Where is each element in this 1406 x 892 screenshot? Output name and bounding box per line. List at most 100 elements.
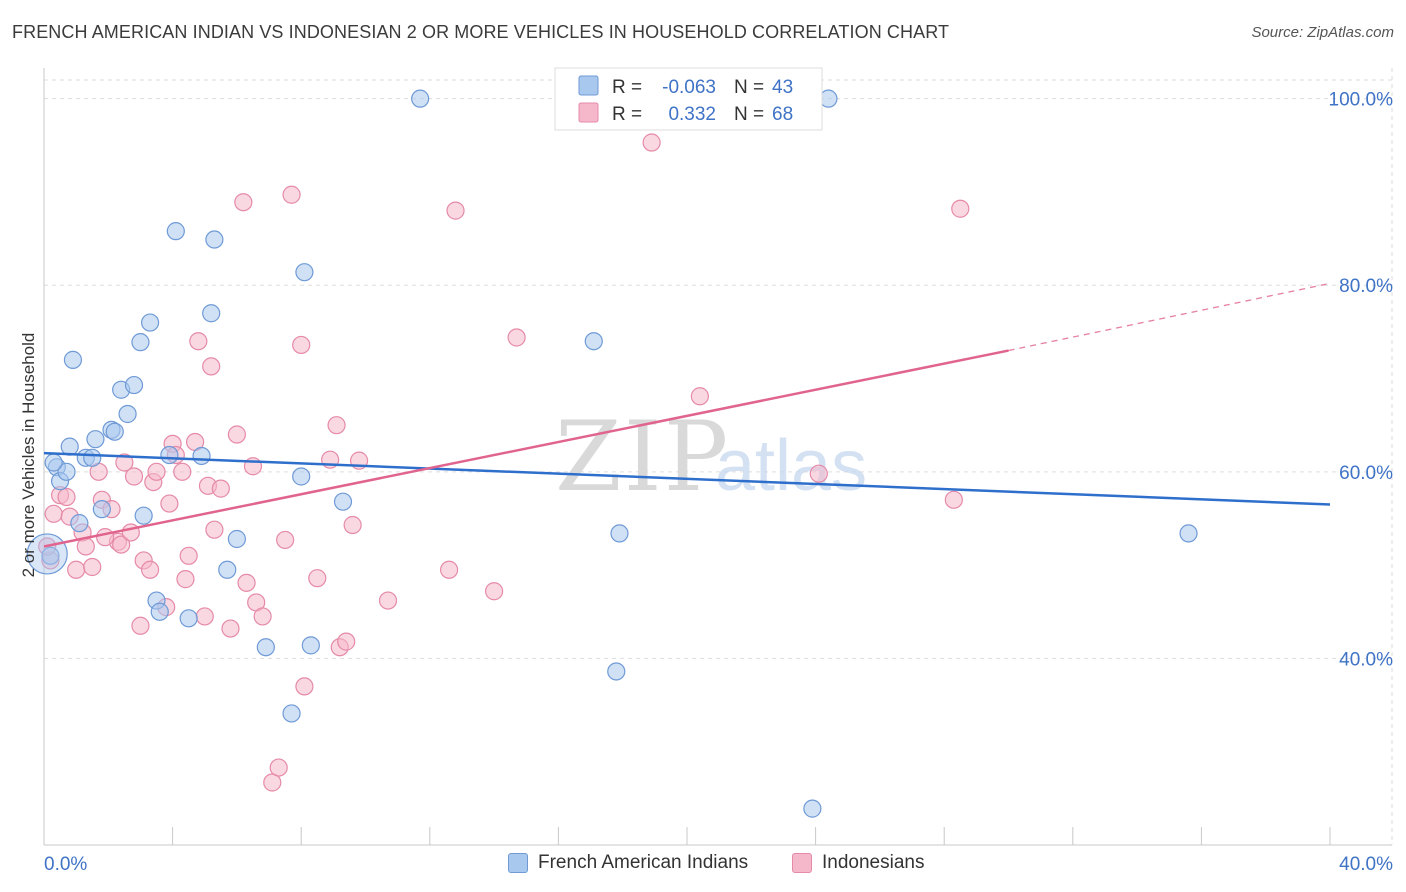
indonesians-point-46 (282, 185, 301, 204)
legend-r-label-pink: R = (612, 104, 642, 125)
y-axis-title: 2 or more Vehicles in Household (19, 333, 38, 578)
watermark-zip: ZIP (555, 401, 730, 513)
french-american-indians-point-33 (301, 636, 320, 655)
indonesians-point-49 (308, 569, 327, 588)
french-american-indians-point-36 (584, 332, 603, 351)
source-label: Source: ZipAtlas.com (1251, 24, 1394, 41)
indonesians-point-54 (343, 515, 362, 535)
french-american-indians-point-12 (105, 422, 124, 441)
trend-line-french-american-indians (43, 451, 1331, 506)
indonesians-point-45 (276, 530, 295, 550)
indonesians-point-38 (234, 193, 253, 212)
legend-n-label-pink: N = (734, 104, 764, 125)
indonesians-point-63 (809, 464, 828, 483)
x-tick-label-1: 40.0% (1339, 854, 1393, 875)
french-american-indians-point-9 (86, 430, 105, 449)
indonesians-point-14 (115, 453, 134, 472)
chart-title: FRENCH AMERICAN INDIAN VS INDONESIAN 2 O… (12, 22, 950, 42)
indonesians-point-61 (642, 133, 661, 152)
indonesians-point-21 (147, 462, 166, 481)
indonesians-point-37 (227, 425, 246, 444)
indonesians-point-64 (944, 490, 963, 509)
french-american-indians-point-28 (227, 529, 246, 549)
indonesians-point-47 (292, 335, 311, 355)
legend-label-french-american-indians: French American Indians (538, 852, 749, 873)
french-american-indians-point-32 (295, 263, 314, 282)
french-american-indians-point-25 (202, 304, 221, 323)
indonesians-point-27 (176, 570, 195, 589)
indonesians-point-65 (951, 199, 970, 218)
y-tick-label-1: 60.0% (1339, 463, 1393, 484)
indonesians-point-56 (378, 591, 398, 610)
french-american-indians-point-24 (192, 446, 211, 466)
french-american-indians-point-16 (131, 333, 150, 352)
indonesians-point-5 (67, 560, 86, 579)
trend-line-indonesians (43, 349, 1009, 548)
legend-swatch-french-american-indians (508, 853, 528, 873)
y-tick-label-2: 80.0% (1339, 276, 1393, 297)
trend-line-indonesians-extension (1008, 282, 1331, 352)
indonesians-point-58 (446, 201, 465, 220)
indonesians-point-33 (202, 357, 221, 376)
legend-n-label-blue: N = (734, 77, 764, 98)
french-american-indians-point-39 (803, 799, 822, 818)
indonesians-point-1 (44, 504, 63, 523)
french-american-indians-point-40 (819, 89, 838, 108)
y-tick-label-3: 100.0% (1329, 90, 1394, 111)
french-american-indians-points (26, 89, 1198, 818)
french-american-indians-point-0 (41, 546, 60, 565)
indonesians-point-13 (112, 535, 131, 554)
indonesians-point-62 (690, 387, 709, 406)
indonesians-point-57 (439, 560, 459, 579)
legend-n-value-blue: 43 (772, 77, 793, 98)
french-american-indians-point-41 (1179, 524, 1198, 543)
indonesians-point-60 (507, 328, 526, 347)
indonesians-point-36 (221, 619, 240, 638)
indonesians-points (38, 133, 970, 792)
french-american-indians-point-4 (60, 437, 79, 456)
legend-correlation: R = -0.063 N = 43 R = 0.332 N = 68 (554, 67, 823, 131)
french-american-indians-point-23 (179, 609, 198, 628)
french-american-indians-point-14 (118, 404, 137, 424)
indonesians-point-23 (160, 494, 179, 513)
indonesians-point-48 (295, 677, 314, 696)
indonesians-point-3 (57, 487, 76, 507)
grid-lines (44, 68, 1393, 845)
indonesians-point-67 (95, 528, 115, 547)
legend-r-value-blue: -0.063 (662, 77, 716, 98)
indonesians-point-28 (179, 546, 198, 565)
y-axis-label: 2 or more Vehicles in Household (19, 333, 38, 578)
french-american-indians-point-10 (92, 500, 111, 519)
legend-item-french-american-indians: French American Indians (508, 852, 748, 874)
indonesians-point-31 (195, 607, 214, 626)
french-american-indians-point-29 (256, 638, 275, 657)
indonesians-point-42 (253, 607, 272, 626)
legend-item-indonesians: Indonesians (792, 852, 924, 874)
french-american-indians-point-38 (607, 662, 626, 681)
french-american-indians-point-22 (166, 222, 185, 241)
legend-label-indonesians: Indonesians (822, 852, 925, 873)
watermark-atlas: atlas (715, 426, 867, 506)
indonesians-point-44 (269, 758, 288, 777)
legend-series: French American Indians Indonesians (0, 852, 1406, 878)
french-american-indians-point-18 (140, 313, 160, 332)
french-american-indians-point-31 (292, 467, 311, 486)
watermark: ZIP atlas (555, 401, 867, 513)
indonesians-point-26 (173, 462, 192, 481)
french-american-indians-point-17 (134, 506, 153, 525)
indonesians-point-39 (237, 573, 256, 592)
trend-lines (43, 282, 1331, 548)
french-american-indians-point-37 (610, 524, 629, 543)
french-american-indians-point-20 (150, 602, 169, 621)
french-american-indians-point-26 (205, 230, 224, 249)
french-american-indians-point-42 (44, 453, 63, 472)
legend-swatch-pink (578, 102, 599, 123)
legend-swatch-blue (578, 75, 599, 96)
indonesians-point-8 (83, 557, 102, 577)
french-american-indians-point-21 (160, 445, 179, 465)
indonesians-point-59 (485, 582, 504, 601)
french-american-indians-point-30 (282, 704, 301, 723)
x-tick-label-0: 0.0% (44, 854, 87, 875)
y-tick-label-0: 40.0% (1339, 649, 1393, 670)
